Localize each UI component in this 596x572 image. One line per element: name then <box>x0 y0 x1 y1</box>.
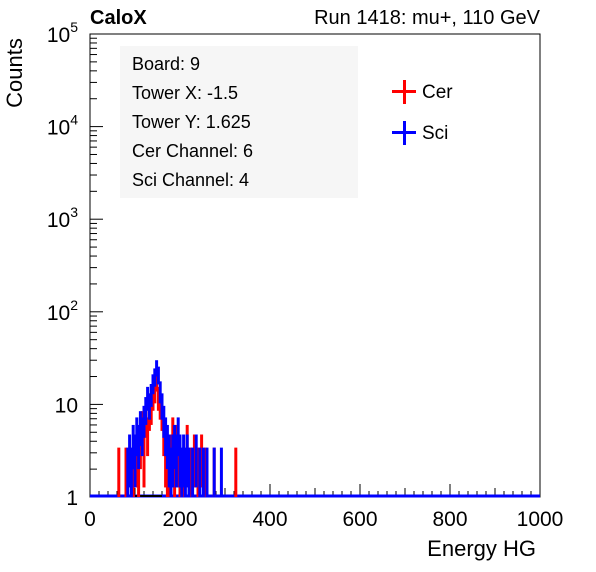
x-axis-label: Energy HG <box>427 536 536 561</box>
x-tick-label: 600 <box>342 508 377 531</box>
info-box: Board: 9 Tower X: -1.5 Tower Y: 1.625 Ce… <box>120 46 358 198</box>
run-title: Run 1418: mu+, 110 GeV <box>314 7 540 29</box>
info-cer-channel: Cer Channel: 6 <box>132 141 254 161</box>
x-tick-label: 400 <box>252 508 287 531</box>
y-tick-label: 1 <box>66 487 78 510</box>
x-tick-label: 1000 <box>517 508 564 531</box>
y-tick-label: 104 <box>47 112 78 140</box>
x-tick-label: 800 <box>432 508 467 531</box>
info-sci-channel: Sci Channel: 4 <box>132 170 250 190</box>
y-tick-label: 103 <box>47 204 78 232</box>
experiment-title: CaloX <box>90 7 147 29</box>
y-tick-label: 105 <box>47 19 78 47</box>
y-axis-label: Counts <box>2 38 27 108</box>
info-tower-x: Tower X: -1.5 <box>132 83 239 103</box>
legend-marker-cer <box>392 80 416 104</box>
y-tick-label: 102 <box>47 297 78 325</box>
legend-label-sci: Sci <box>422 123 449 144</box>
x-tick-label: 0 <box>84 508 96 531</box>
y-tick-label: 10 <box>55 394 78 417</box>
info-tower-y: Tower Y: 1.625 <box>132 112 251 132</box>
x-tick-label: 200 <box>162 508 197 531</box>
legend-label-cer: Cer <box>422 82 453 103</box>
info-board: Board: 9 <box>132 54 201 74</box>
legend-marker-sci <box>392 121 416 145</box>
